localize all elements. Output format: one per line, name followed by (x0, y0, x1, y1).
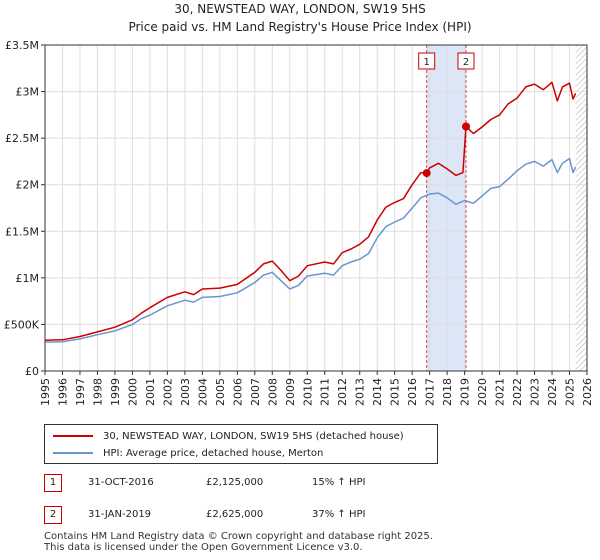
sale-number-badge: 1 (44, 474, 62, 492)
legend-label-hpi: HPI: Average price, detached house, Mert… (103, 447, 324, 459)
plot-frame (44, 44, 588, 372)
legend-item-hpi: HPI: Average price, detached house, Mert… (53, 444, 323, 462)
x-tick-label: 2016 (406, 378, 419, 406)
legend-label-property: 30, NEWSTEAD WAY, LONDON, SW19 5HS (deta… (103, 430, 404, 442)
y-tick-label: £500K (4, 318, 40, 331)
x-tick-label: 2024 (546, 378, 559, 406)
plot-area (45, 45, 587, 371)
x-tick-label: 2015 (389, 378, 402, 406)
x-tick-label: 2007 (249, 378, 262, 406)
y-tick-label: £2M (16, 179, 40, 192)
x-tick-label: 2001 (144, 378, 157, 406)
price-chart: 1995 1996 1997 1998 1999 2000 2001 2002 2003 2004… (4, 39, 594, 406)
sale-label-box (457, 52, 475, 70)
sale-price: £2,625,000 (206, 509, 264, 520)
x-tick-label: 2019 (459, 378, 472, 406)
x-tick-label: 2002 (161, 378, 174, 406)
hpi-series-line (44, 157, 577, 343)
x-tick-label: 2017 (424, 378, 437, 406)
sale-date: 31-OCT-2016 (88, 477, 154, 488)
x-tick-label: 2014 (371, 378, 384, 406)
x-tick-label: 2010 (301, 378, 314, 406)
sale-hpi-change: 15% ↑ HPI (312, 477, 366, 488)
x-tick-label: 2021 (494, 378, 507, 406)
x-tick-label: 2006 (231, 378, 244, 406)
x-tick-label: 1996 (56, 378, 69, 406)
x-tick-label: 2011 (319, 378, 332, 406)
y-tick-label: £1.5M (5, 225, 39, 238)
x-tick-label: 2023 (529, 378, 542, 406)
forecast-region (575, 45, 587, 371)
x-tick-label: 1997 (74, 378, 87, 406)
title-subtitle: Price paid vs. HM Land Registry's House … (128, 20, 472, 34)
sale-price: £2,125,000 (206, 477, 264, 488)
x-tick-label: 2005 (214, 378, 227, 406)
legend: 30, NEWSTEAD WAY, LONDON, SW19 5HS (deta… (44, 424, 438, 464)
x-tick-label: 2012 (336, 378, 349, 406)
x-tick-label: 2026 (581, 378, 594, 406)
y-tick-label: £2.5M (5, 132, 39, 145)
title-address: 30, NEWSTEAD WAY, LONDON, SW19 5HS (174, 2, 426, 16)
footer-attribution: Contains HM Land Registry data © Crown c… (44, 531, 433, 553)
legend-swatch-hpi (53, 452, 93, 454)
y-tick-label: £3.5M (5, 39, 39, 52)
x-tick-label: 2000 (126, 378, 139, 406)
y-tick-label: £0 (25, 365, 39, 378)
x-tick-label: 1999 (109, 378, 122, 406)
property-series-line (44, 81, 577, 342)
x-tick-label: 2013 (354, 378, 367, 406)
x-tick-label: 2020 (476, 378, 489, 406)
chart-title: 30, NEWSTEAD WAY, LONDON, SW19 5HS Price… (0, 0, 600, 36)
sale-hpi-change: 37% ↑ HPI (312, 509, 366, 520)
sale-label-number: 1 (423, 57, 429, 68)
x-tick-label: 2008 (266, 378, 279, 406)
x-tick-label: 2004 (196, 378, 209, 406)
x-tick-label: 1998 (91, 378, 104, 406)
footer-licence: This data is licensed under the Open Gov… (44, 542, 363, 553)
x-tick-label: 2022 (511, 378, 524, 406)
legend-swatch-property (53, 435, 93, 437)
sale-point (422, 169, 431, 178)
y-tick-label: £1M (16, 272, 40, 285)
sale-point (462, 122, 471, 131)
sale-period-band (426, 45, 467, 371)
x-tick-label: 2025 (564, 378, 577, 406)
y-tick-label: £3M (16, 86, 40, 99)
x-tick-label: 2009 (284, 378, 297, 406)
sale-number-badge: 2 (44, 506, 62, 524)
legend-item-property: 30, NEWSTEAD WAY, LONDON, SW19 5HS (deta… (53, 427, 404, 445)
x-tick-label: 2003 (179, 378, 192, 406)
x-tick-label: 1995 (39, 378, 52, 406)
sale-label-box (418, 52, 436, 70)
footer-copyright: Contains HM Land Registry data © Crown c… (44, 531, 433, 542)
sale-label-number: 2 (463, 57, 469, 68)
x-tick-label: 2018 (441, 378, 454, 406)
sale-date: 31-JAN-2019 (88, 509, 152, 520)
